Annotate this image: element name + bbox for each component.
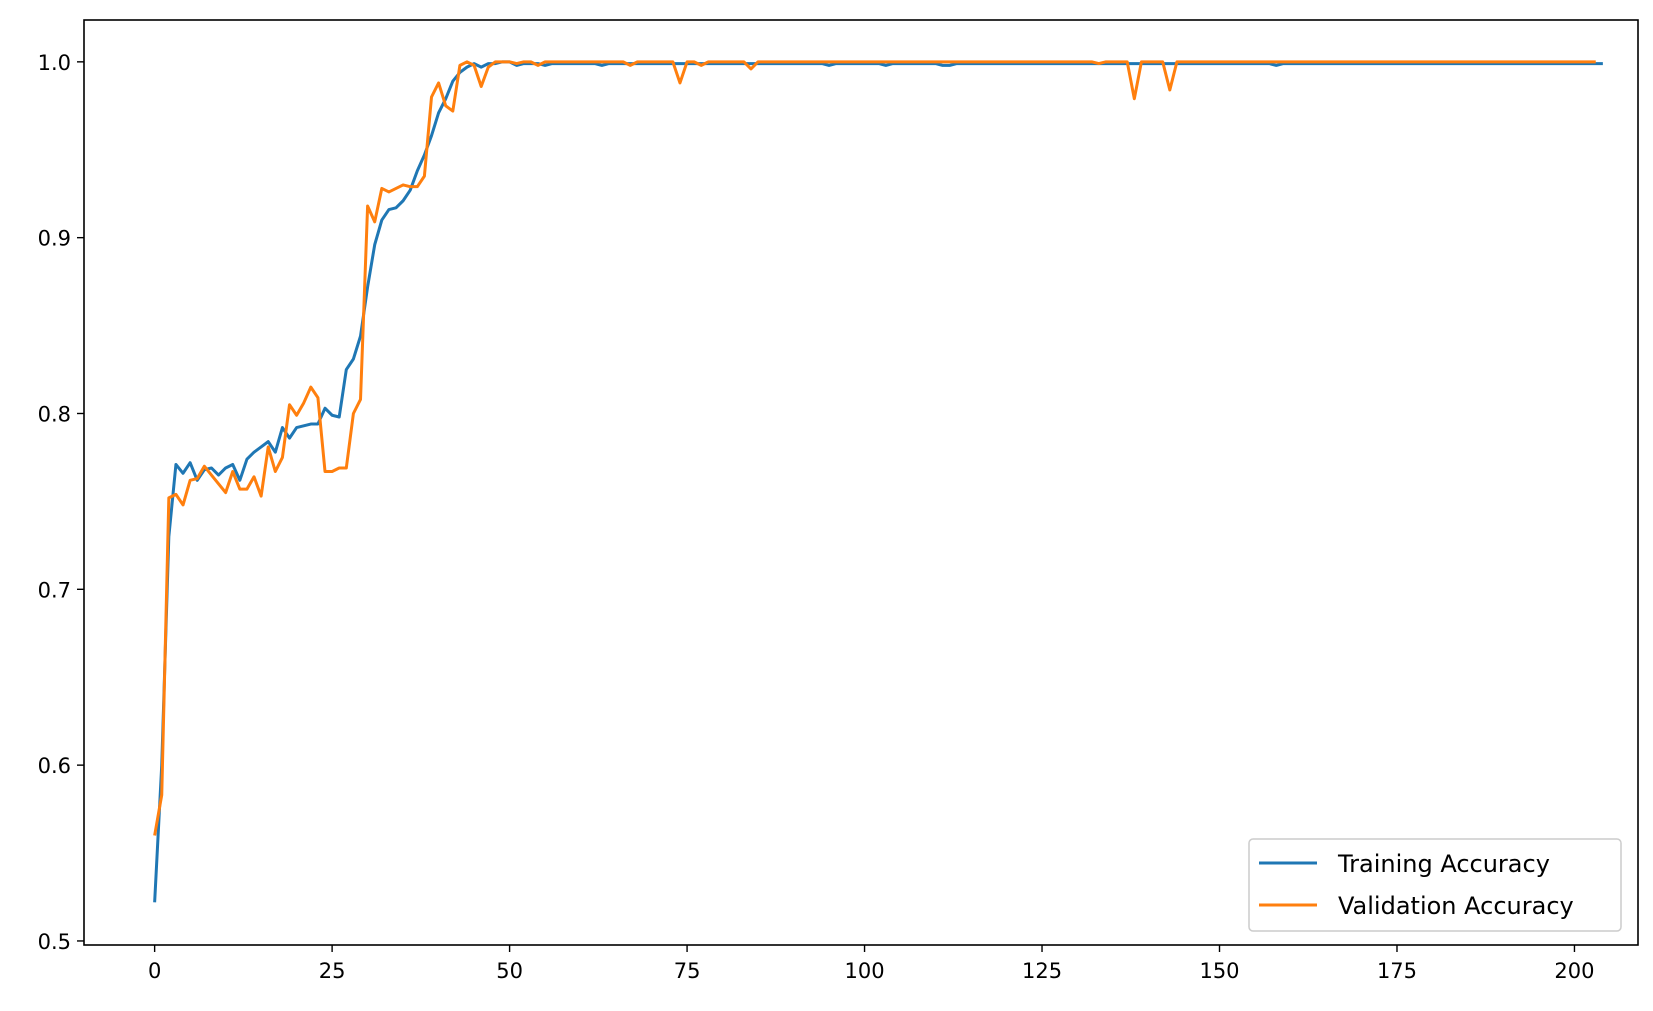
x-tick-label: 50: [496, 959, 523, 983]
y-axis: 0.5 0.6 0.7 0.8 0.9 1.0: [38, 51, 84, 954]
y-tick-label: 0.5: [38, 930, 71, 954]
x-tick-label: 25: [319, 959, 346, 983]
y-tick-label: 0.6: [38, 754, 71, 778]
y-tick-label: 1.0: [38, 51, 71, 75]
series-line-validation-accuracy: [153, 60, 1596, 836]
x-tick-label: 0: [148, 959, 161, 983]
legend-box: [1248, 838, 1622, 932]
legend-label-training-accuracy: Training Accuracy: [1337, 850, 1550, 878]
x-tick-label: 100: [845, 959, 885, 983]
x-tick-label: 150: [1199, 959, 1239, 983]
y-tick-label: 0.8: [38, 402, 71, 426]
y-tick-label: 0.7: [38, 578, 71, 602]
plot-frame: [83, 19, 1639, 946]
x-tick-label: 200: [1554, 959, 1594, 983]
legend: Training Accuracy Validation Accuracy: [1248, 838, 1622, 932]
x-tick-label: 125: [1022, 959, 1062, 983]
series-layer: [153, 60, 1603, 903]
series-line-training-accuracy: [153, 60, 1603, 903]
plot-area: [84, 20, 1638, 945]
legend-label-validation-accuracy: Validation Accuracy: [1338, 892, 1574, 920]
x-tick-label: 75: [674, 959, 701, 983]
x-axis: 0 25 50 75 100 125 150 175 200: [148, 945, 1595, 983]
x-tick-label: 175: [1377, 959, 1417, 983]
y-tick-label: 0.9: [38, 227, 71, 251]
